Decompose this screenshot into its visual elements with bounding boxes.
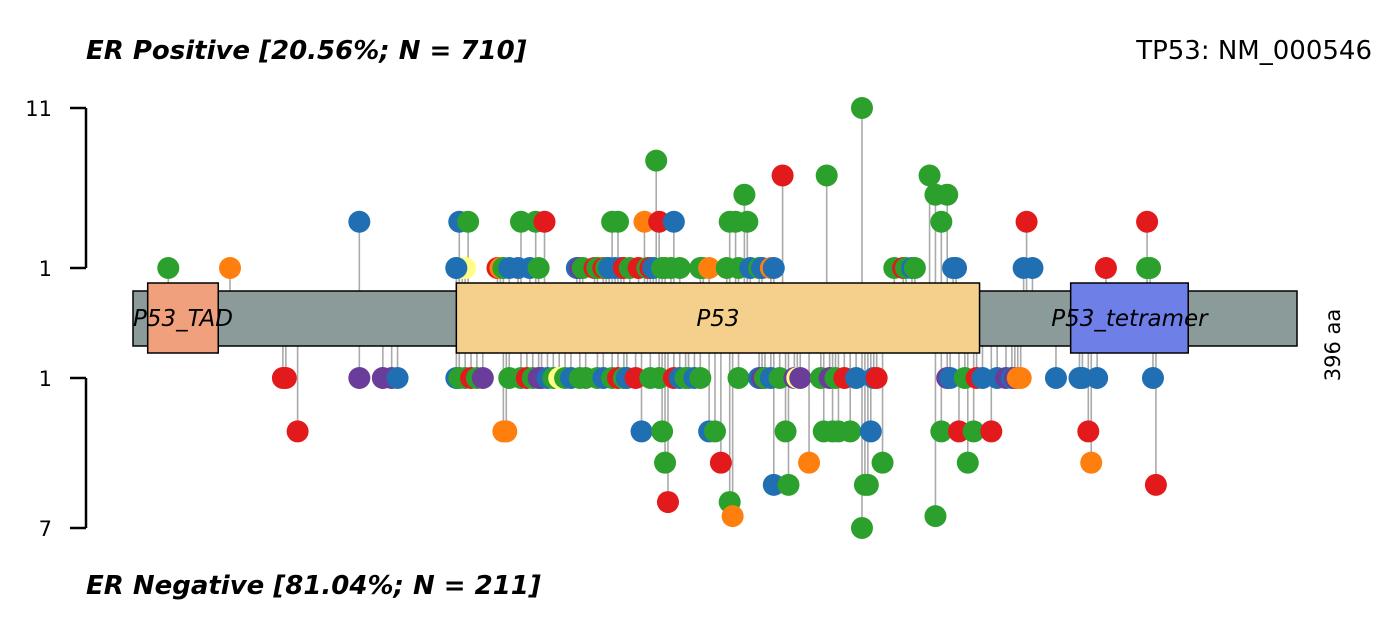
bottom-mutation-point [709,451,732,474]
top-mutation-point [815,164,838,187]
bottom-mutation-point [850,517,873,539]
bottom-title: ER Negative [81.04%; N = 211] [86,571,541,601]
bottom-mutation-point [286,420,309,443]
bottom-mutation-point [656,491,679,514]
top-mutation-point [1015,210,1038,233]
bottom-mutation-point [471,367,494,389]
bottom-mutation-point [962,420,985,443]
bottom-axis-tick-min: 1 [39,367,52,391]
top-axis: 11 1 [25,97,88,281]
domain-label-p53: P53 [696,306,739,332]
top-mutation-point [733,183,756,206]
bottom-mutation-point [777,473,800,496]
bottom-mutation-point [1080,451,1103,474]
bottom-mutation-point [1044,367,1067,389]
top-mutation-point [457,210,480,233]
bottom-mutation-point [859,420,882,443]
bottom-mutation-point [495,420,518,443]
bottom-mutation-point [798,451,821,474]
top-mutation-point [607,210,629,233]
bottom-mutation-point [704,420,726,443]
bottom-mutation-point [630,420,653,443]
bottom-mutation-point [651,420,674,443]
bottom-mutation-point [845,367,868,389]
top-mutation-point [157,257,180,279]
top-mutation-point [445,257,468,279]
top-mutation-point [936,183,959,206]
bottom-mutation-point [924,505,947,528]
bottom-mutation-point [654,451,677,474]
bottom-mutation-point [721,505,744,528]
top-axis-tick-min: 1 [39,257,52,281]
bottom-mutation-point [865,367,888,389]
top-mutation-point [850,97,873,119]
top-mutation-point [903,257,926,279]
top-mutation-point [771,164,794,187]
bottom-mutation-point [386,367,409,389]
bottom-mutation-point [1141,367,1164,389]
protein-length-label: 396 aa [1321,309,1345,382]
top-mutation-point [1136,210,1159,233]
top-mutation-point [533,210,556,233]
bottom-mutation-point [930,420,953,443]
top-mutation-point [219,257,241,279]
bottom-mutation-point [1077,420,1100,443]
top-mutation-point [527,257,550,279]
top-axis-tick-max: 11 [25,97,52,121]
bottom-axis: 1 7 [39,367,88,541]
bottom-mutation-point [274,367,297,389]
top-mutation-point [348,210,371,233]
top-mutation-point [918,164,941,187]
top-title: ER Positive [20.56%; N = 710] [86,36,527,66]
domain-p53_tetramer [1069,282,1189,354]
top-mutation-point [1139,257,1162,279]
bottom-mutation-point [348,367,371,389]
domain-p53_tad [146,282,219,354]
bottom-axis-tick-max: 7 [39,517,52,541]
lollipop-heads [157,97,1167,539]
bottom-mutation-point [727,367,750,389]
top-mutation-point [930,210,953,233]
top-mutation-point [645,149,668,172]
top-mutation-point [945,257,968,279]
gene-label: TP53: NM_000546 [1135,36,1372,66]
domain-p53 [455,282,981,354]
bottom-mutation-point [839,420,862,443]
bottom-mutation-point [856,473,879,496]
top-mutation-point [736,210,759,233]
bottom-mutation-point [1009,367,1032,389]
bottom-mutation-point [774,420,797,443]
bottom-mutation-point [980,420,1003,443]
domain-label-p53_tad: P53_TAD [133,306,233,332]
top-mutation-point [1021,257,1044,279]
domain-label-p53_tetramer: P53_tetramer [1051,306,1209,332]
bottom-mutation-point [789,367,812,389]
bottom-mutation-point [871,451,894,474]
bottom-mutation-point [956,451,979,474]
top-mutation-point [698,257,721,279]
bottom-mutation-point [689,367,712,389]
top-mutation-point [762,257,785,279]
bottom-mutation-point [1086,367,1109,389]
top-mutation-point [1094,257,1117,279]
bottom-mutation-point [1144,473,1167,496]
top-mutation-point [662,210,685,233]
top-mutation-point [668,257,691,279]
protein-domains: P53_TAD P53 P53_tetramer [133,282,1209,354]
